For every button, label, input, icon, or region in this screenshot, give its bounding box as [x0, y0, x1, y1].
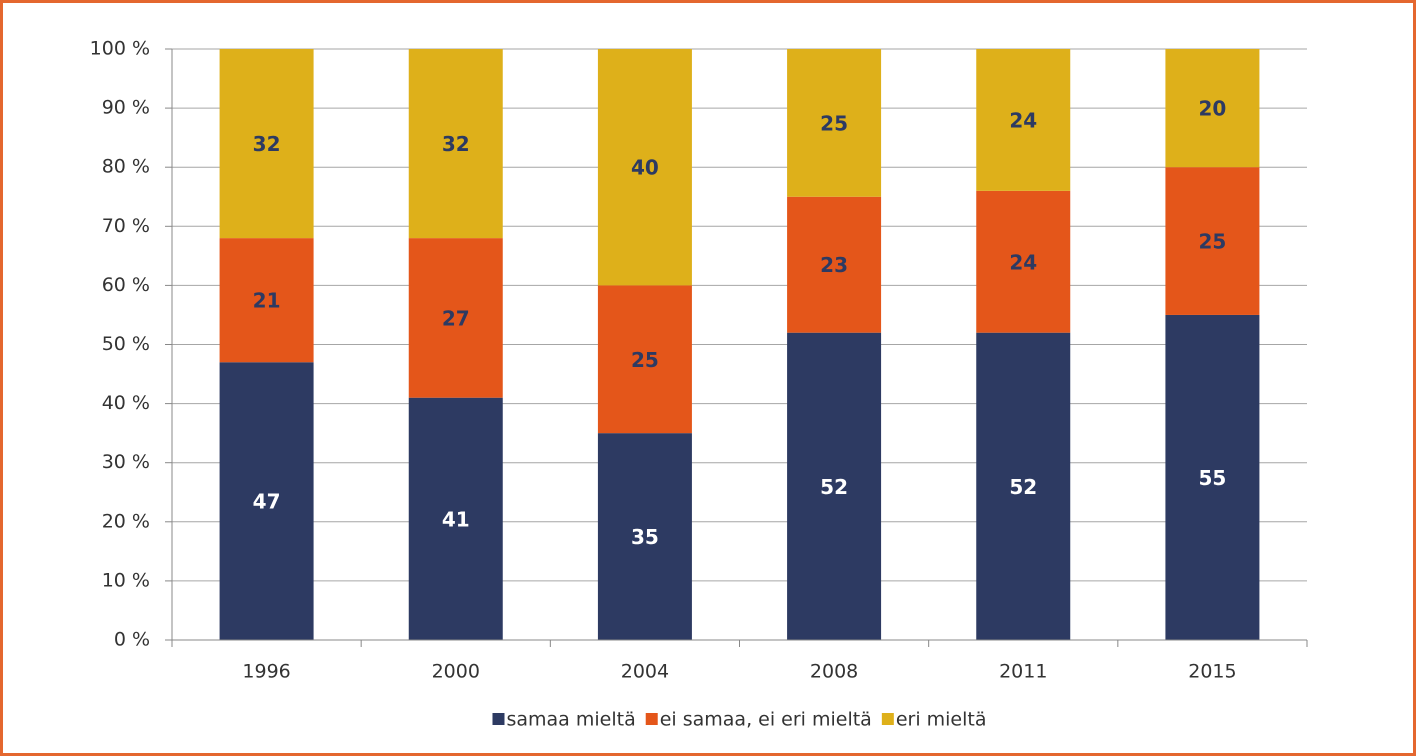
data-label: 41 [442, 507, 470, 531]
x-tick-label: 2015 [1188, 661, 1236, 683]
legend-swatch [492, 713, 505, 725]
bar-segment [1165, 167, 1260, 315]
y-tick-label: 100 % [90, 38, 150, 60]
legend-label: ei samaa, ei eri mieltä [660, 709, 872, 731]
data-label: 25 [820, 111, 848, 135]
y-tick-label: 10 % [102, 569, 150, 591]
data-label: 40 [631, 156, 659, 180]
y-tick-label: 90 % [102, 97, 150, 119]
y-tick-label: 50 % [102, 333, 150, 355]
bar-segment [597, 433, 692, 640]
bar-segment [597, 49, 692, 286]
data-label: 24 [1009, 108, 1037, 132]
data-label: 24 [1009, 250, 1037, 274]
data-label: 21 [253, 289, 281, 313]
y-tick-label: 40 % [102, 392, 150, 414]
x-tick-label: 2004 [621, 661, 669, 683]
legend-label: samaa mieltä [506, 709, 635, 731]
y-tick-label: 0 % [114, 629, 150, 651]
x-tick-label: 2000 [432, 661, 480, 683]
bar-segment [787, 332, 882, 640]
bar-segment [408, 238, 503, 398]
data-label: 35 [631, 525, 659, 549]
data-label: 27 [442, 306, 470, 330]
data-label: 20 [1198, 97, 1226, 121]
x-tick-label: 1996 [242, 661, 290, 683]
bar-segment [1165, 49, 1260, 168]
bar-segment [408, 49, 503, 239]
y-tick-label: 80 % [102, 156, 150, 178]
data-label: 52 [820, 475, 848, 499]
x-tick-label: 2011 [999, 661, 1047, 683]
bar-segment [976, 332, 1071, 640]
legend-swatch [645, 713, 658, 725]
bar-segment [408, 397, 503, 640]
data-label: 25 [1198, 230, 1226, 254]
bar-segment [219, 49, 314, 239]
y-tick-label: 60 % [102, 274, 150, 296]
y-tick-label: 20 % [102, 510, 150, 532]
data-label: 32 [442, 132, 470, 156]
bar-segment [787, 196, 882, 333]
data-label: 25 [631, 348, 659, 372]
y-tick-label: 70 % [102, 215, 150, 237]
bar-segment [1165, 314, 1260, 640]
legend-label: eri mieltä [896, 709, 987, 731]
x-tick-label: 2008 [810, 661, 858, 683]
y-tick-label: 30 % [102, 451, 150, 473]
bar-segment [597, 285, 692, 434]
data-label: 55 [1198, 466, 1226, 490]
legend-swatch [881, 713, 894, 725]
bar-segment [787, 49, 882, 197]
data-label: 23 [820, 253, 848, 277]
data-label: 32 [253, 132, 281, 156]
data-label: 47 [253, 490, 281, 514]
data-label: 52 [1009, 475, 1037, 499]
bar-segment [219, 238, 314, 363]
bar-segment [219, 362, 314, 640]
bar-segment [976, 190, 1071, 333]
bar-segment [976, 49, 1071, 191]
